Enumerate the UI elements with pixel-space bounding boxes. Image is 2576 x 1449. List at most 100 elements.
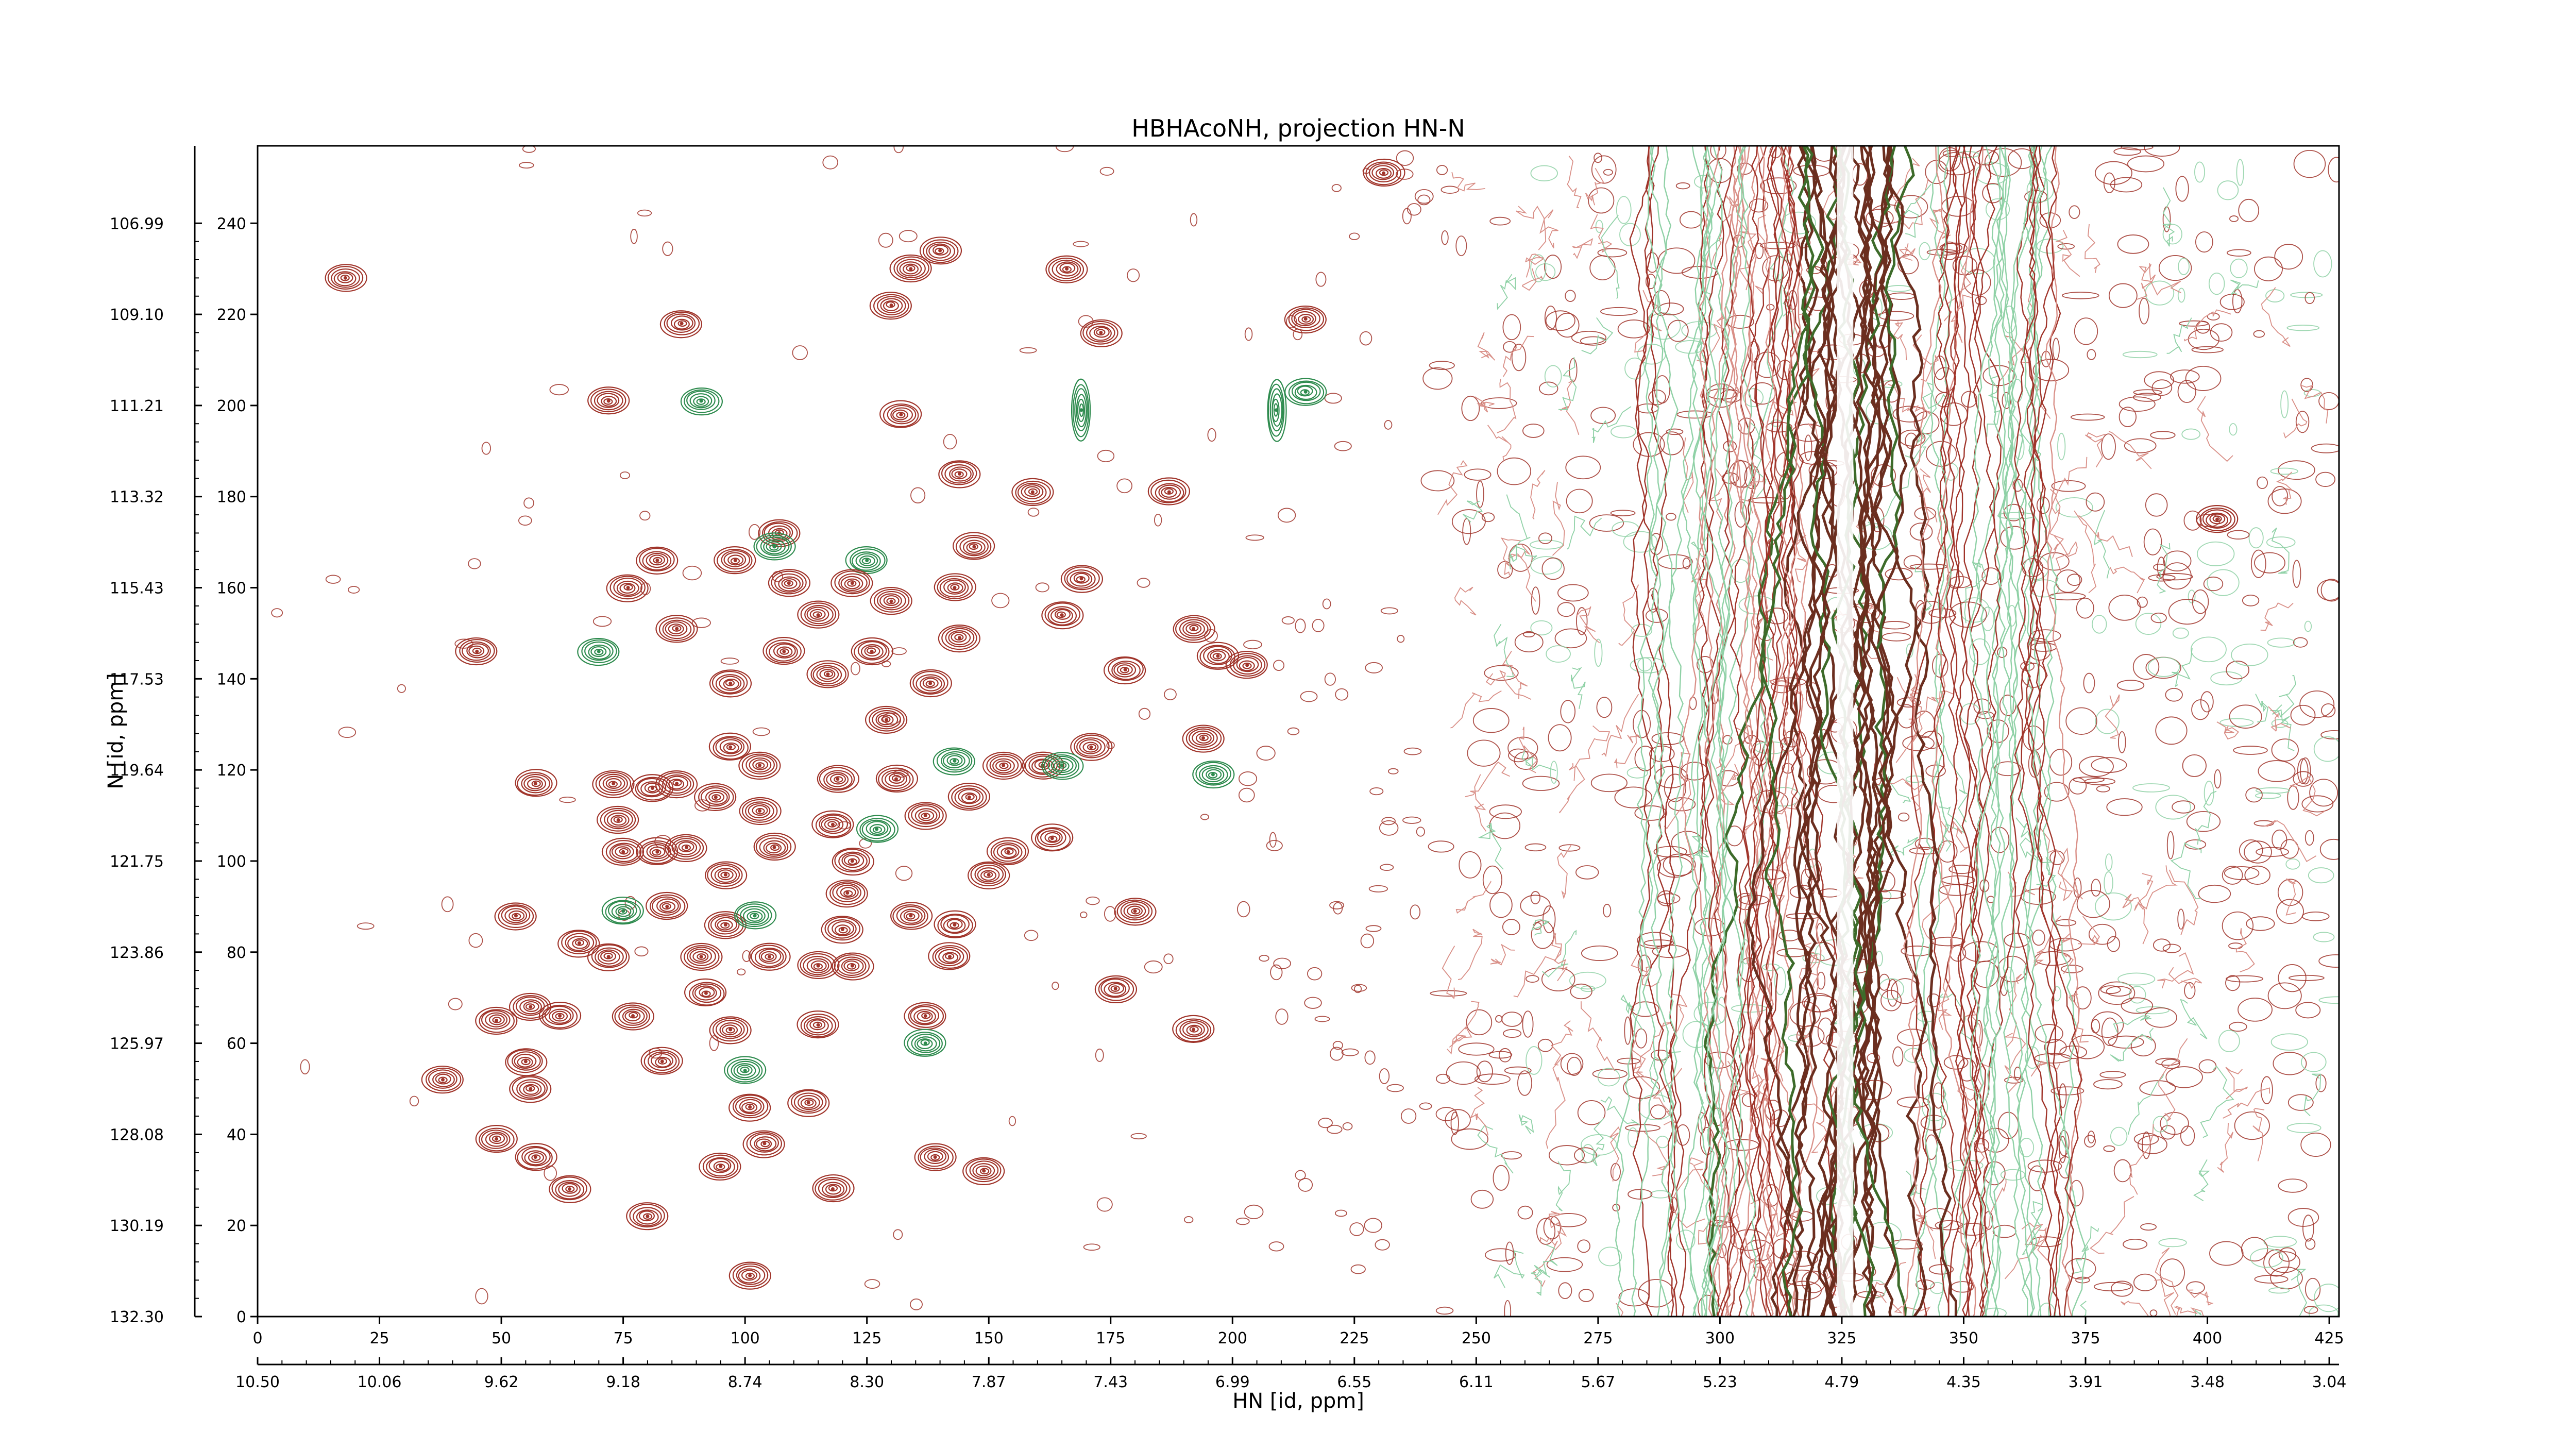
noise-contour xyxy=(2297,758,2309,784)
peak-contour-level xyxy=(672,779,682,786)
noise-contour xyxy=(2179,320,2209,327)
noise-contour xyxy=(2162,224,2182,245)
peak-contour-level xyxy=(1172,1015,1215,1043)
peak-contour-level xyxy=(1189,625,1199,632)
noise-contour xyxy=(742,950,751,962)
peak-contour-level xyxy=(815,813,852,837)
noise-trace xyxy=(1794,534,1808,583)
peak-contour-level xyxy=(710,865,740,885)
noise-contour xyxy=(2133,389,2162,396)
noise-contour xyxy=(2139,1080,2176,1096)
peak-contour-level xyxy=(1094,975,1138,1003)
noise-contour xyxy=(2301,795,2334,813)
peak-contour-level xyxy=(1182,1022,1205,1037)
noise-contour xyxy=(2321,703,2336,718)
peak-center xyxy=(626,586,630,590)
peak-contour-level xyxy=(707,863,743,887)
noise-contour xyxy=(1626,767,1648,779)
peak-contour-level xyxy=(928,942,971,970)
peak-contour-level xyxy=(751,945,787,969)
positive-peak xyxy=(748,942,791,971)
peak-contour-level xyxy=(1076,576,1086,583)
peak-center xyxy=(529,1087,533,1091)
noise-contour xyxy=(338,727,357,738)
peak-contour-level xyxy=(684,389,720,413)
noise-contour xyxy=(1397,635,1405,643)
peak-contour-level xyxy=(949,466,972,482)
peak-center xyxy=(2215,517,2219,521)
peak-contour-level xyxy=(742,1130,785,1158)
peak-contour-level xyxy=(1175,1018,1212,1042)
peak-contour-level xyxy=(646,891,688,920)
noise-trace xyxy=(2283,398,2308,439)
peak-contour-level xyxy=(1073,572,1090,584)
noise-contour xyxy=(1590,407,1616,424)
noise-contour xyxy=(2177,908,2185,930)
peak-contour-level xyxy=(736,1266,766,1285)
noise-contour xyxy=(2151,379,2173,396)
peak-contour-level xyxy=(827,821,837,828)
peak-center xyxy=(957,472,961,476)
peak-contour-level xyxy=(999,762,1009,769)
positive-peak xyxy=(455,637,498,666)
noise-contour xyxy=(1522,424,1545,438)
peak-contour-level xyxy=(1053,761,1070,771)
peak-contour-level xyxy=(854,640,890,664)
noise-contour xyxy=(2285,858,2300,870)
noise-trace xyxy=(1538,1244,1558,1278)
noise-contour xyxy=(1560,1053,1584,1075)
peak-contour-level xyxy=(2196,505,2239,533)
noise-trace xyxy=(2054,535,2078,572)
peak-center xyxy=(728,681,733,685)
peak-contour-level xyxy=(741,1102,758,1113)
noise-contour xyxy=(2273,1052,2307,1075)
noise-contour xyxy=(822,155,839,170)
positive-peak xyxy=(811,810,854,838)
peak-contour-level xyxy=(747,911,763,922)
peak-contour-level xyxy=(1040,830,1063,846)
band-contour xyxy=(1739,146,1770,1317)
peak-contour-level xyxy=(611,815,627,826)
y-ppm-tick-label: 109.10 xyxy=(110,306,164,324)
noise-contour xyxy=(1351,984,1367,992)
peak-contour-level xyxy=(937,914,973,938)
noise-contour xyxy=(1675,1229,1696,1251)
peak-contour-level xyxy=(649,846,666,857)
noise-contour xyxy=(1743,388,1764,408)
peak-contour-level xyxy=(668,779,685,790)
noise-contour xyxy=(1682,558,1691,569)
noise-contour xyxy=(1485,1248,1516,1262)
peak-contour-level xyxy=(656,898,679,914)
noise-contour xyxy=(1364,1050,1376,1065)
positive-peak xyxy=(986,837,1029,866)
peak-contour-level xyxy=(481,1010,511,1030)
peak-contour-level xyxy=(1098,977,1134,1001)
noise-contour xyxy=(2058,1130,2070,1156)
noise-trace xyxy=(1652,1068,1682,1125)
peak-contour-level xyxy=(600,807,636,832)
peak-contour-level xyxy=(879,400,922,428)
peak-contour-level xyxy=(886,598,896,604)
peak-contour-level xyxy=(1044,602,1080,627)
positive-peak xyxy=(1196,642,1240,670)
peak-contour-level xyxy=(512,1051,541,1071)
noise-trace xyxy=(1922,855,1956,943)
noise-contour xyxy=(1635,1028,1648,1049)
peak-contour-level xyxy=(732,1263,769,1287)
noise-contour xyxy=(2133,1133,2159,1145)
noise-contour xyxy=(1008,1116,1016,1126)
peak-contour-level xyxy=(693,396,709,407)
noise-contour xyxy=(2183,510,2202,531)
peak-contour-level xyxy=(1082,742,1099,753)
peak-contour-level xyxy=(844,578,860,589)
noise-trace xyxy=(2005,973,2022,1049)
noise-contour xyxy=(441,896,454,913)
noise-trace xyxy=(2122,894,2149,945)
noise-contour xyxy=(2241,1237,2268,1262)
peak-contour-level xyxy=(1080,319,1123,347)
noise-contour xyxy=(1554,628,1587,649)
peak-contour-level xyxy=(819,814,849,834)
noise-contour xyxy=(1664,773,1687,802)
noise-contour xyxy=(1364,1218,1382,1233)
peak-contour-level xyxy=(954,787,984,807)
